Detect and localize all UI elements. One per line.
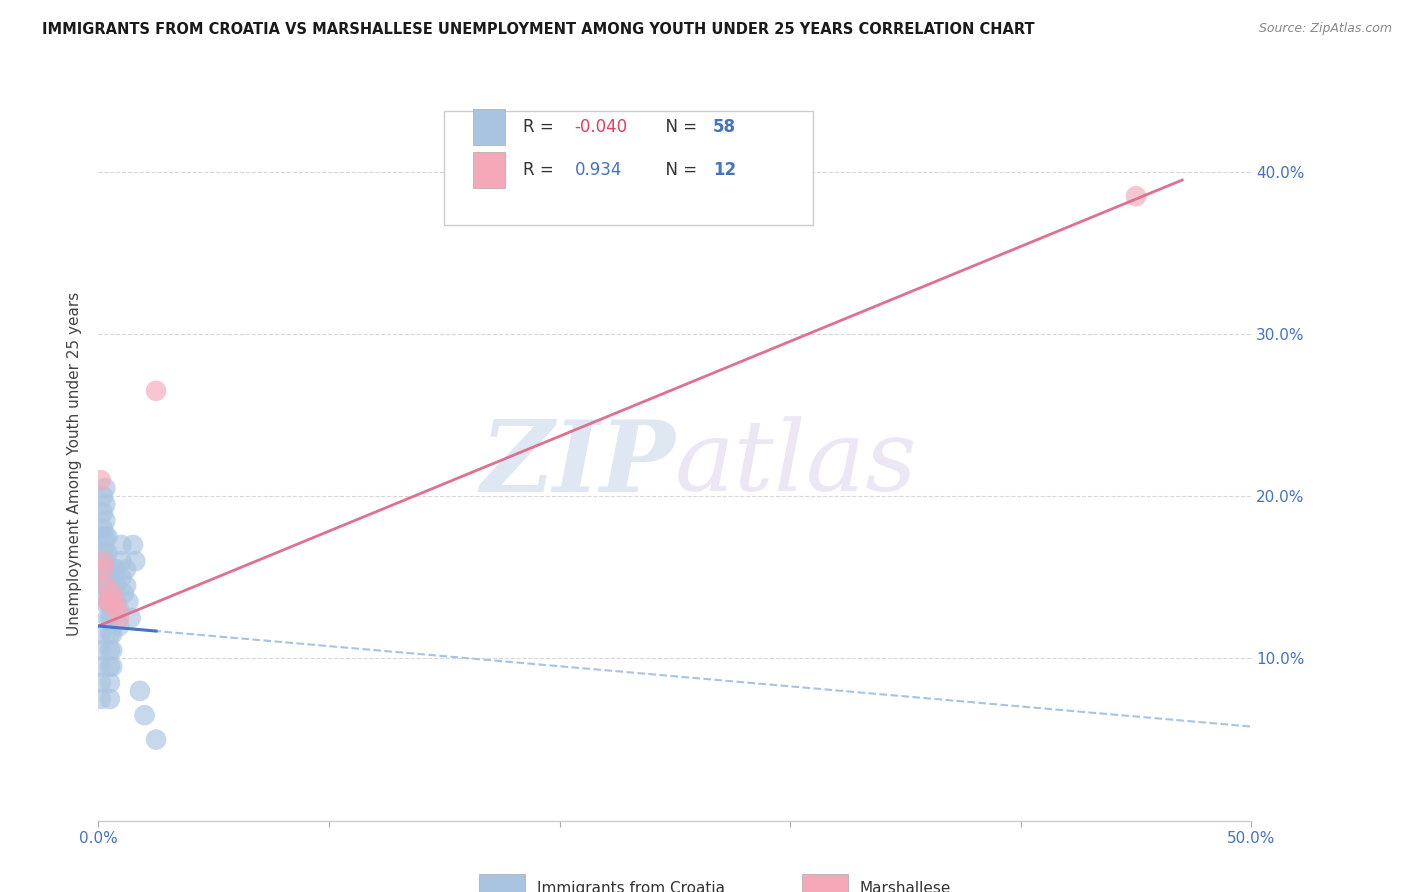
Point — [103, 578, 125, 592]
Point — [91, 554, 114, 568]
Point — [110, 570, 132, 584]
Text: 0.934: 0.934 — [575, 161, 621, 178]
Point — [90, 659, 112, 673]
Point — [115, 562, 138, 576]
Point — [103, 595, 125, 609]
Point — [1125, 189, 1147, 203]
Text: atlas: atlas — [675, 417, 918, 511]
Point — [98, 643, 121, 657]
Text: N =: N = — [655, 118, 703, 136]
Point — [97, 595, 120, 609]
Point — [103, 562, 125, 576]
Point — [134, 708, 156, 723]
Point — [91, 530, 114, 544]
Point — [94, 578, 117, 592]
Text: N =: N = — [655, 161, 703, 178]
Point — [98, 595, 121, 609]
Point — [94, 514, 117, 528]
Point — [94, 481, 117, 495]
FancyBboxPatch shape — [801, 874, 848, 892]
Point — [98, 659, 121, 673]
Point — [112, 586, 135, 600]
Point — [98, 595, 121, 609]
Text: Immigrants from Croatia: Immigrants from Croatia — [537, 881, 724, 892]
Point — [122, 538, 145, 552]
Point — [94, 546, 117, 560]
Point — [98, 675, 121, 690]
Point — [110, 554, 132, 568]
Point — [105, 562, 128, 576]
Point — [105, 603, 128, 617]
Text: IMMIGRANTS FROM CROATIA VS MARSHALLESE UNEMPLOYMENT AMONG YOUTH UNDER 25 YEARS C: IMMIGRANTS FROM CROATIA VS MARSHALLESE U… — [42, 22, 1035, 37]
Text: ZIP: ZIP — [479, 416, 675, 512]
FancyBboxPatch shape — [472, 152, 505, 187]
Point — [91, 522, 114, 536]
Point — [91, 562, 114, 576]
Point — [124, 554, 146, 568]
Point — [120, 611, 142, 625]
Point — [110, 538, 132, 552]
Point — [108, 611, 131, 625]
Point — [97, 595, 120, 609]
Point — [97, 578, 120, 592]
Point — [91, 489, 114, 503]
Text: -0.040: -0.040 — [575, 118, 627, 136]
Point — [94, 530, 117, 544]
Text: Source: ZipAtlas.com: Source: ZipAtlas.com — [1258, 22, 1392, 36]
Point — [101, 611, 124, 625]
Point — [97, 546, 120, 560]
Point — [108, 619, 131, 633]
FancyBboxPatch shape — [479, 874, 524, 892]
Point — [145, 732, 167, 747]
FancyBboxPatch shape — [444, 111, 813, 225]
Point — [108, 603, 131, 617]
Point — [101, 586, 124, 600]
Point — [90, 473, 112, 487]
Point — [145, 384, 167, 398]
Point — [98, 611, 121, 625]
Text: R =: R = — [523, 161, 564, 178]
Point — [90, 627, 112, 641]
Point — [115, 578, 138, 592]
Text: 58: 58 — [713, 118, 735, 136]
Point — [97, 530, 120, 544]
Point — [90, 675, 112, 690]
Point — [98, 692, 121, 706]
Text: 12: 12 — [713, 161, 737, 178]
Point — [101, 643, 124, 657]
Point — [117, 595, 139, 609]
Text: R =: R = — [523, 118, 558, 136]
Point — [91, 578, 114, 592]
Point — [94, 497, 117, 511]
Point — [91, 506, 114, 520]
Point — [98, 627, 121, 641]
Point — [97, 611, 120, 625]
Point — [94, 578, 117, 592]
Point — [91, 546, 114, 560]
Point — [94, 562, 117, 576]
Point — [103, 595, 125, 609]
FancyBboxPatch shape — [472, 109, 505, 145]
Point — [105, 595, 128, 609]
Point — [91, 595, 114, 609]
Point — [90, 643, 112, 657]
Point — [105, 578, 128, 592]
Point — [101, 659, 124, 673]
Y-axis label: Unemployment Among Youth under 25 years: Unemployment Among Youth under 25 years — [67, 292, 83, 636]
Point — [129, 684, 152, 698]
Text: Marshallese: Marshallese — [859, 881, 950, 892]
Point — [90, 692, 112, 706]
Point — [101, 627, 124, 641]
Point — [91, 562, 114, 576]
Point — [97, 562, 120, 576]
